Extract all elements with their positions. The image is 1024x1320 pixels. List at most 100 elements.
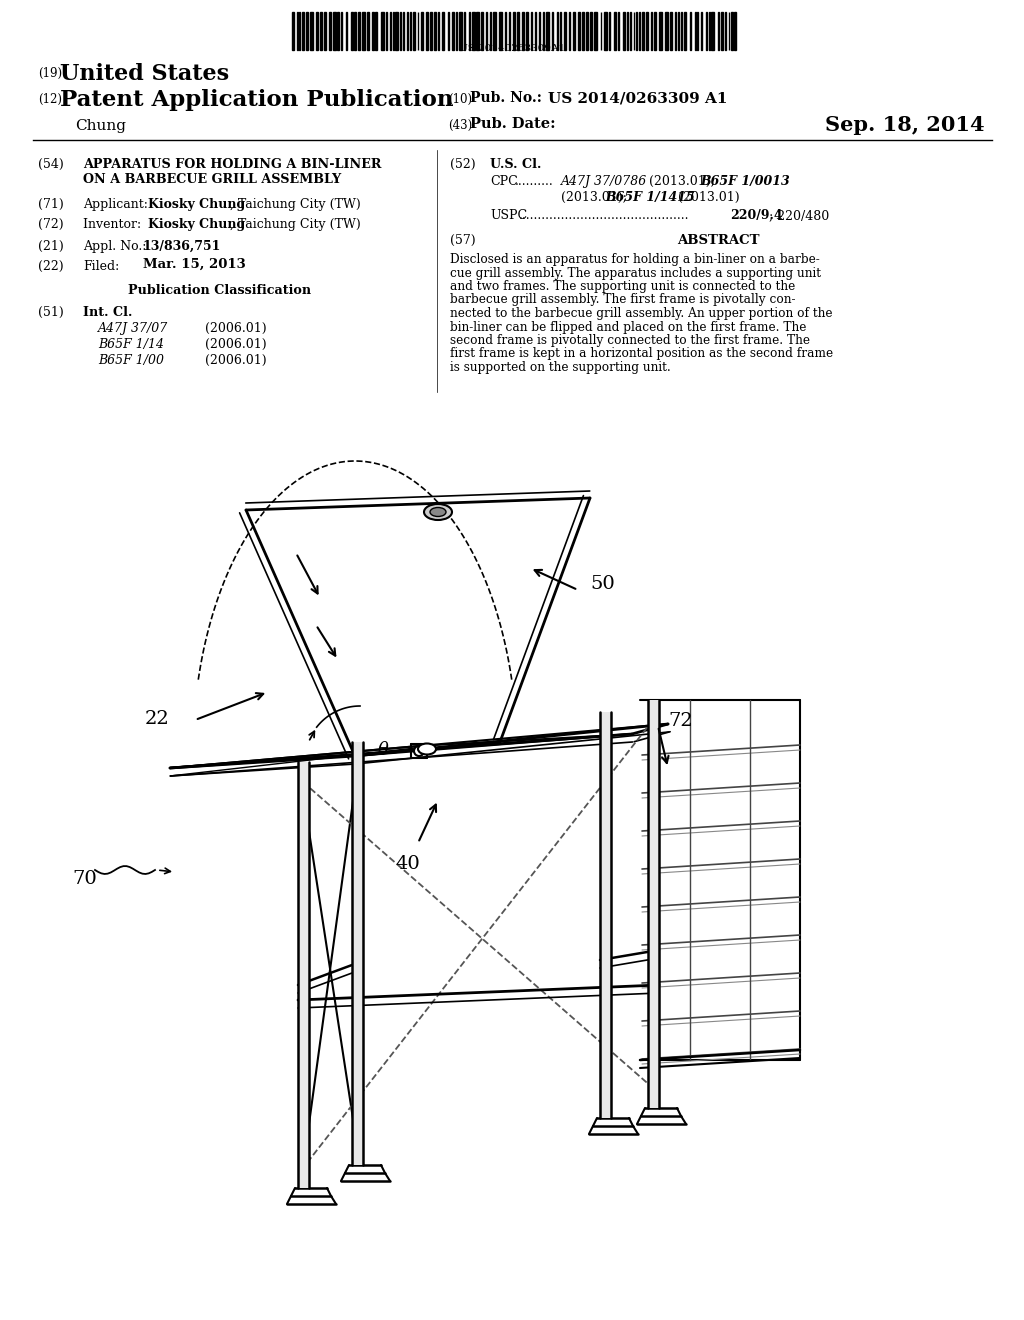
Bar [298, 762, 308, 1188]
Bar [297, 12, 298, 50]
Bar [414, 12, 416, 50]
Text: (54): (54) [38, 158, 63, 172]
Text: Mar. 15, 2013: Mar. 15, 2013 [143, 257, 246, 271]
Bar [578, 12, 580, 50]
Bar [712, 12, 714, 50]
Bar [731, 12, 732, 50]
Text: Pub. Date:: Pub. Date: [470, 117, 556, 131]
Text: is supported on the supporting unit.: is supported on the supporting unit. [450, 360, 671, 374]
Bar [390, 12, 391, 50]
Bar [684, 12, 686, 50]
Bar [302, 12, 304, 50]
Text: 13/836,751: 13/836,751 [143, 240, 221, 253]
Text: (21): (21) [38, 240, 63, 253]
Bar [609, 12, 610, 50]
Bar [590, 12, 592, 50]
Bar [586, 12, 588, 50]
Bar [485, 12, 486, 50]
Bar [654, 12, 655, 50]
Bar [525, 12, 528, 50]
Bar [321, 12, 322, 50]
Bar [329, 12, 331, 50]
Bar [734, 12, 736, 50]
Text: (2006.01): (2006.01) [205, 354, 266, 367]
Bar [700, 12, 702, 50]
Bar [505, 12, 506, 50]
Text: USPC: USPC [490, 209, 527, 222]
Bar [666, 12, 668, 50]
Text: Patent Application Publication: Patent Application Publication [60, 88, 454, 111]
Bar [573, 12, 574, 50]
Bar [552, 12, 553, 50]
Bar [490, 12, 492, 50]
Bar [395, 12, 398, 50]
Bar [333, 12, 336, 50]
Text: second frame is pivotally connected to the first frame. The: second frame is pivotally connected to t… [450, 334, 810, 347]
Text: Sep. 18, 2014: Sep. 18, 2014 [825, 115, 985, 135]
Text: ............................................: ........................................… [519, 209, 689, 222]
Text: (51): (51) [38, 306, 63, 319]
Bar [706, 12, 707, 50]
Text: APPARATUS FOR HOLDING A BIN-LINER: APPARATUS FOR HOLDING A BIN-LINER [83, 158, 382, 172]
Text: US 20140263309A1: US 20140263309A1 [459, 44, 565, 53]
Bar [623, 12, 625, 50]
Bar [386, 12, 387, 50]
Text: 220/9.4: 220/9.4 [730, 209, 782, 222]
Text: B65F 1/14: B65F 1/14 [98, 338, 164, 351]
Bar [367, 12, 369, 50]
Text: (2013.01);: (2013.01); [645, 176, 715, 187]
Bar [472, 12, 474, 50]
Text: (52): (52) [450, 158, 475, 172]
Bar [690, 12, 691, 50]
Bar [354, 12, 356, 50]
Bar [642, 12, 644, 50]
Text: Appl. No.:: Appl. No.: [83, 240, 146, 253]
Bar [681, 12, 682, 50]
Bar [560, 12, 561, 50]
Bar [522, 12, 524, 50]
Text: bin-liner can be flipped and placed on the first frame. The: bin-liner can be flipped and placed on t… [450, 321, 806, 334]
Bar [430, 12, 432, 50]
Bar [481, 12, 483, 50]
Bar [438, 12, 439, 50]
Text: , Taichung City (TW): , Taichung City (TW) [230, 218, 360, 231]
Bar [381, 12, 384, 50]
Text: A47J 37/07: A47J 37/07 [98, 322, 168, 335]
Text: cue grill assembly. The apparatus includes a supporting unit: cue grill assembly. The apparatus includ… [450, 267, 821, 280]
Text: US 2014/0263309 A1: US 2014/0263309 A1 [548, 91, 727, 106]
Bar [426, 12, 428, 50]
Text: and two frames. The supporting unit is connected to the: and two frames. The supporting unit is c… [450, 280, 796, 293]
Text: , Taichung City (TW): , Taichung City (TW) [230, 198, 360, 211]
Bar [630, 12, 632, 50]
Text: 40: 40 [395, 855, 420, 873]
Bar [659, 12, 662, 50]
Text: 70: 70 [72, 870, 96, 888]
Text: CPC: CPC [490, 176, 518, 187]
Bar [376, 12, 377, 50]
Bar [725, 12, 726, 50]
Bar [636, 12, 638, 50]
Text: barbecue grill assembly. The first frame is pivotally con-: barbecue grill assembly. The first frame… [450, 293, 796, 306]
Bar [358, 12, 359, 50]
Bar [351, 742, 362, 1166]
Text: Disclosed is an apparatus for holding a bin-liner on a barbe-: Disclosed is an apparatus for holding a … [450, 253, 820, 267]
Bar [513, 12, 515, 50]
Text: A47J 37/0786: A47J 37/0786 [561, 176, 647, 187]
Bar [517, 12, 519, 50]
Text: (72): (72) [38, 218, 63, 231]
Text: United States: United States [60, 63, 229, 84]
Text: (2013.01);: (2013.01); [561, 191, 627, 205]
Bar [651, 12, 652, 50]
Bar [647, 700, 658, 1107]
Bar [539, 12, 540, 50]
Text: ON A BARBECUE GRILL ASSEMBLY: ON A BARBECUE GRILL ASSEMBLY [83, 173, 341, 186]
Bar [618, 12, 620, 50]
Text: (2006.01): (2006.01) [205, 338, 266, 351]
Ellipse shape [430, 507, 446, 516]
Text: (2013.01): (2013.01) [674, 191, 739, 205]
Text: Inventor:: Inventor: [83, 218, 150, 231]
Bar [718, 12, 719, 50]
Text: first frame is kept in a horizontal position as the second frame: first frame is kept in a horizontal posi… [450, 347, 834, 360]
Text: Kiosky Chung: Kiosky Chung [148, 218, 246, 231]
Bar [604, 12, 607, 50]
